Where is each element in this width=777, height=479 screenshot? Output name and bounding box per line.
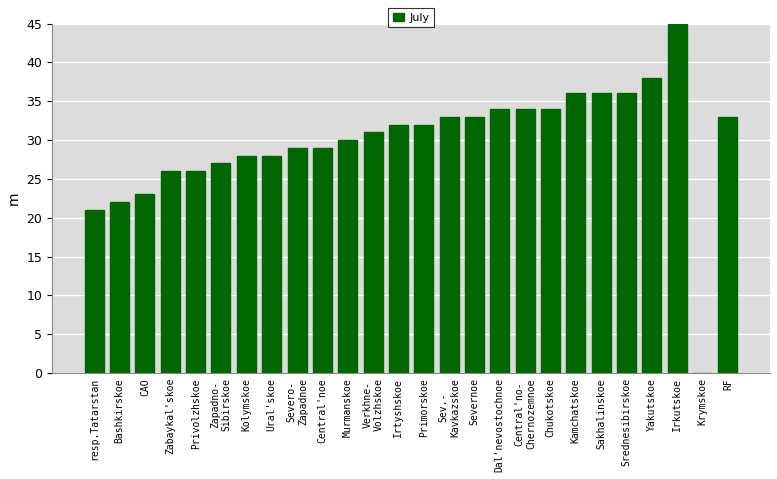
Bar bbox=[516, 109, 535, 373]
Bar bbox=[465, 117, 484, 373]
Bar bbox=[719, 117, 737, 373]
Bar bbox=[85, 210, 104, 373]
Bar bbox=[389, 125, 408, 373]
Y-axis label: m: m bbox=[7, 192, 21, 205]
Bar bbox=[237, 156, 256, 373]
Bar bbox=[313, 148, 332, 373]
Bar bbox=[617, 93, 636, 373]
Legend: July: July bbox=[388, 8, 434, 27]
Bar bbox=[490, 109, 509, 373]
Bar bbox=[414, 125, 434, 373]
Bar bbox=[338, 140, 357, 373]
Bar bbox=[541, 109, 560, 373]
Bar bbox=[287, 148, 306, 373]
Bar bbox=[110, 202, 129, 373]
Bar bbox=[667, 23, 687, 373]
Bar bbox=[364, 132, 382, 373]
Bar bbox=[591, 93, 611, 373]
Bar bbox=[161, 171, 179, 373]
Bar bbox=[186, 171, 205, 373]
Bar bbox=[211, 163, 231, 373]
Bar bbox=[262, 156, 281, 373]
Bar bbox=[566, 93, 585, 373]
Bar bbox=[135, 194, 155, 373]
Bar bbox=[643, 78, 661, 373]
Bar bbox=[440, 117, 458, 373]
